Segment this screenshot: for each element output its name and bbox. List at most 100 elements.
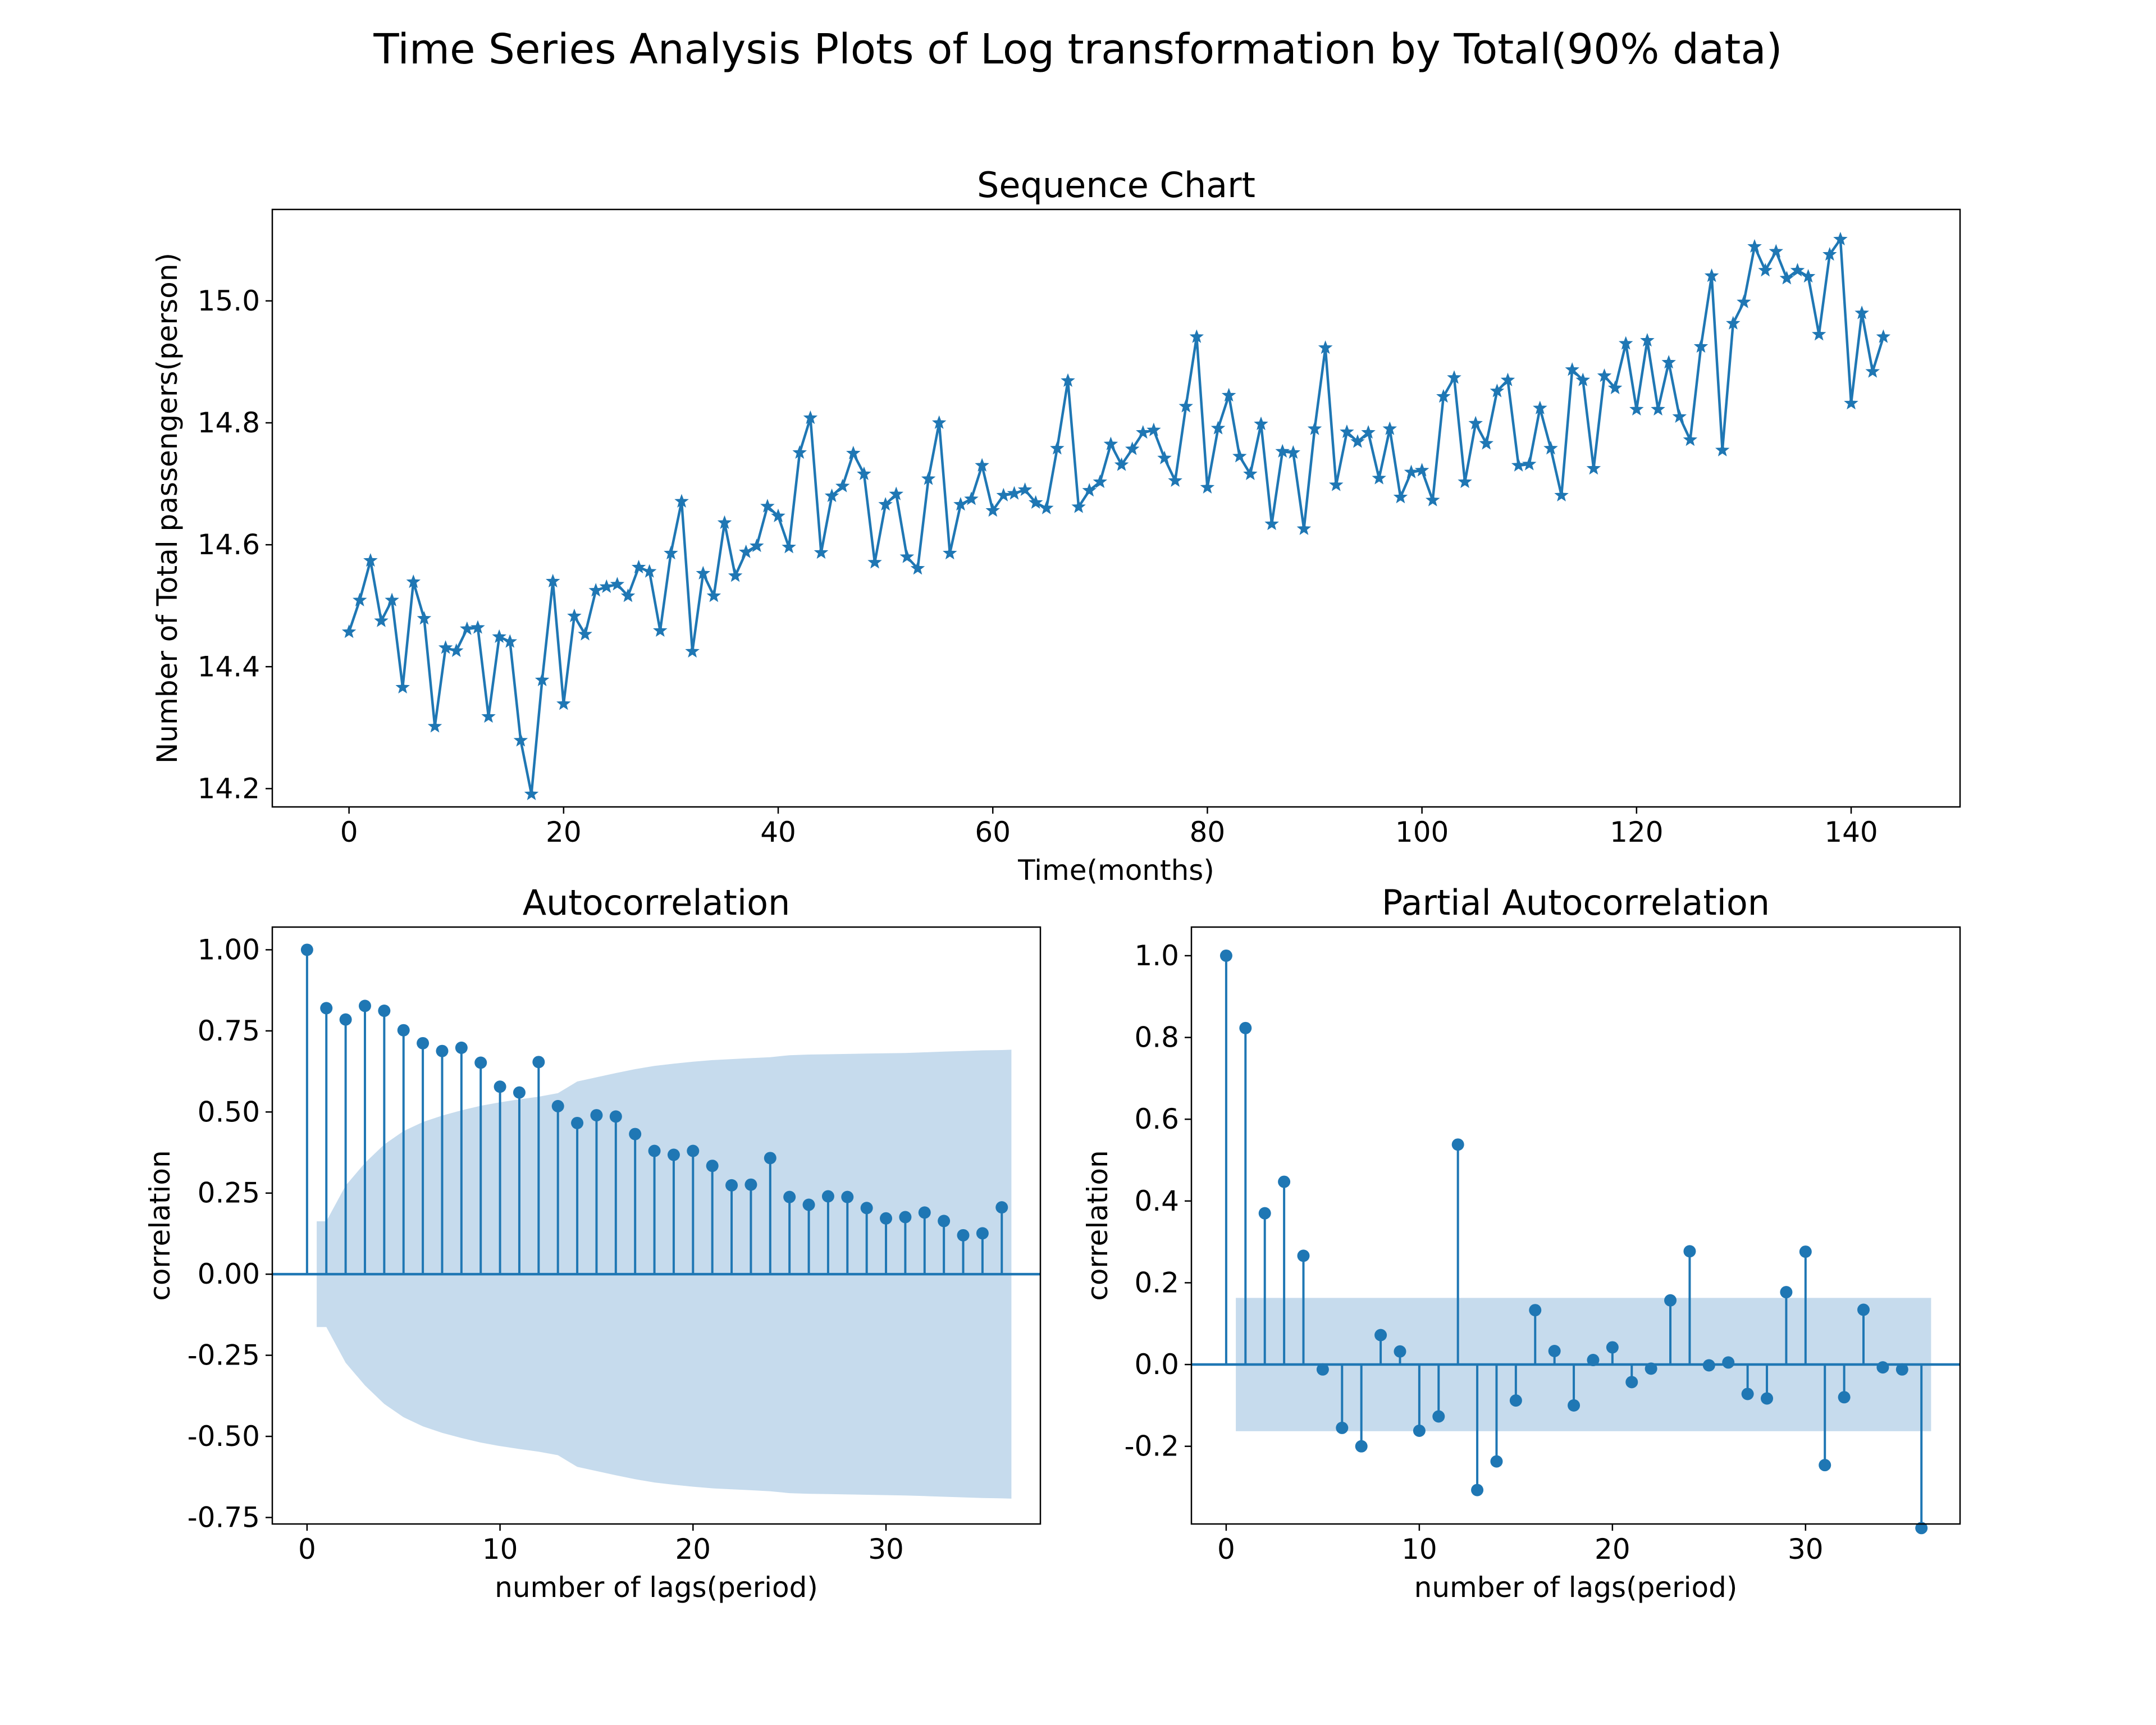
sequence-point xyxy=(867,555,882,569)
pacf-point xyxy=(1278,1175,1291,1188)
acf-point xyxy=(609,1110,622,1123)
sequence-chart-xtick-label: 120 xyxy=(1610,816,1663,848)
sequence-point xyxy=(760,499,775,513)
sequence-point xyxy=(1254,416,1268,431)
acf-ytick-label: -0.50 xyxy=(188,1420,260,1453)
acf-point xyxy=(339,1013,352,1026)
sequence-point xyxy=(363,553,378,567)
sequence-point xyxy=(1296,521,1312,535)
sequence-point xyxy=(1468,416,1483,430)
sequence-point xyxy=(1447,370,1461,384)
sequence-chart-xtick-label: 60 xyxy=(975,816,1011,848)
pacf-point xyxy=(1471,1484,1484,1496)
sequence-point xyxy=(1543,441,1558,455)
acf-point xyxy=(358,1000,371,1012)
acf-x-axis: 0 10 20 30 xyxy=(298,1524,904,1566)
sequence-point xyxy=(492,629,506,643)
sequence-point xyxy=(1093,474,1108,489)
sequence-point xyxy=(1640,332,1655,347)
sequence-point xyxy=(1361,425,1376,439)
sequence-point xyxy=(953,497,968,511)
sequence-chart-ytick-label: 15.0 xyxy=(198,285,260,317)
sequence-point xyxy=(1436,389,1451,403)
acf-point xyxy=(397,1024,410,1037)
sequence-point xyxy=(1350,434,1365,448)
pacf-ytick-label: 0.8 xyxy=(1134,1021,1179,1054)
acf-point xyxy=(706,1160,719,1172)
sequence-point xyxy=(588,583,603,597)
pacf-point xyxy=(1413,1424,1426,1437)
sequence-point xyxy=(985,503,1000,517)
sequence-point xyxy=(503,634,518,648)
acf-point xyxy=(899,1211,912,1224)
pacf-ytick-label: 0.4 xyxy=(1134,1185,1179,1217)
sequence-point xyxy=(1179,399,1193,413)
acf-point xyxy=(764,1152,776,1165)
sequence-point xyxy=(1704,268,1719,282)
sequence-point xyxy=(1790,263,1805,277)
acf-xtick-label: 10 xyxy=(482,1533,518,1566)
acf-xtick-label: 0 xyxy=(298,1533,316,1566)
acf-point xyxy=(494,1080,506,1093)
sequence-point xyxy=(1747,239,1762,253)
pacf-point xyxy=(1490,1455,1503,1468)
acf-point xyxy=(976,1227,989,1240)
sequence-point xyxy=(449,643,464,657)
acf-point xyxy=(532,1056,545,1069)
sequence-point xyxy=(1382,421,1397,435)
sequence-point xyxy=(685,644,700,658)
sequence-point xyxy=(642,564,657,578)
sequence-point xyxy=(352,592,367,606)
sequence-point xyxy=(931,415,947,429)
acf-point xyxy=(783,1190,796,1203)
sequence-point xyxy=(1618,336,1633,350)
sequence-point xyxy=(1693,339,1709,353)
sequence-point xyxy=(653,623,668,637)
sequence-point xyxy=(620,588,636,603)
acf-point xyxy=(474,1056,487,1069)
sequence-point xyxy=(1854,305,1869,320)
pacf-point xyxy=(1451,1138,1464,1151)
acf-point xyxy=(995,1201,1008,1214)
sequence-point xyxy=(1672,409,1687,423)
sequence-chart-ytick-label: 14.6 xyxy=(198,528,260,561)
acf-point xyxy=(417,1037,430,1049)
sequence-point xyxy=(524,786,539,801)
sequence-point xyxy=(406,574,421,588)
pacf-xtick-label: 20 xyxy=(1595,1533,1630,1566)
sequence-point xyxy=(1811,327,1826,341)
sequence-point xyxy=(1683,432,1698,446)
sequence-point xyxy=(943,545,957,560)
sequence-chart-xtick-label: 140 xyxy=(1824,816,1878,848)
sequence-point xyxy=(513,733,528,747)
sequence-point xyxy=(846,445,861,460)
sequence-point xyxy=(803,410,818,425)
pacf-point xyxy=(1780,1286,1793,1299)
sequence-point xyxy=(1200,480,1215,494)
sequence-chart-xtick-label: 40 xyxy=(760,816,796,848)
acf-point xyxy=(938,1215,951,1227)
acf-ytick-label: -0.25 xyxy=(188,1339,260,1372)
sequence-point xyxy=(395,679,410,694)
pacf-point xyxy=(1219,949,1232,962)
acf-point xyxy=(571,1116,584,1129)
acf-xtick-label: 30 xyxy=(868,1533,904,1566)
sequence-chart-title: Sequence Chart xyxy=(977,165,1255,206)
pacf-point xyxy=(1568,1399,1581,1412)
sequence-chart-xtick-label: 20 xyxy=(546,816,582,848)
sequence-point xyxy=(1340,424,1354,439)
sequence-point xyxy=(471,620,485,634)
sequence-point xyxy=(1758,263,1773,277)
acf-ytick-label: 1.00 xyxy=(198,933,260,966)
sequence-point xyxy=(1833,231,1848,246)
sequence-point xyxy=(567,608,582,623)
acf-x-label: number of lags(period) xyxy=(495,1571,818,1604)
sequence-point xyxy=(889,486,904,500)
sequence-point xyxy=(1425,492,1440,506)
pacf-point xyxy=(1394,1345,1406,1358)
sequence-point xyxy=(814,545,829,559)
sequence-point xyxy=(1243,466,1258,481)
acf-ytick-label: 0.50 xyxy=(198,1096,260,1128)
acf-point xyxy=(551,1099,564,1112)
